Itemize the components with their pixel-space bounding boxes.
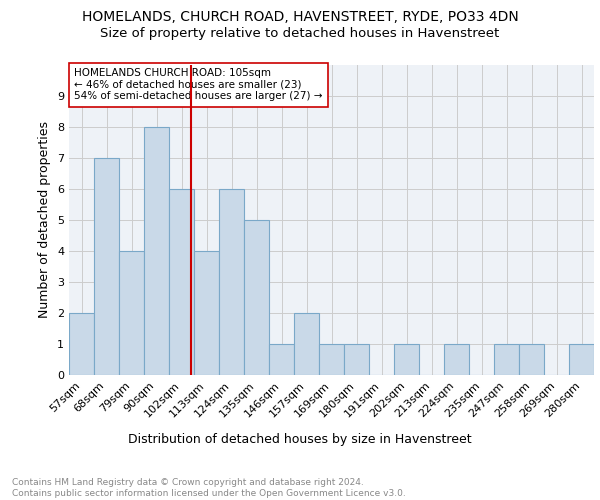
- Bar: [194, 251, 219, 375]
- Text: Distribution of detached houses by size in Havenstreet: Distribution of detached houses by size …: [128, 432, 472, 446]
- Bar: [169, 189, 194, 375]
- Bar: [144, 127, 169, 375]
- Text: HOMELANDS CHURCH ROAD: 105sqm
← 46% of detached houses are smaller (23)
54% of s: HOMELANDS CHURCH ROAD: 105sqm ← 46% of d…: [74, 68, 323, 102]
- Bar: [269, 344, 294, 375]
- Bar: [394, 344, 419, 375]
- Bar: [244, 220, 269, 375]
- Text: Size of property relative to detached houses in Havenstreet: Size of property relative to detached ho…: [100, 28, 500, 40]
- Bar: [294, 313, 319, 375]
- Bar: [94, 158, 119, 375]
- Y-axis label: Number of detached properties: Number of detached properties: [38, 122, 52, 318]
- Bar: [119, 251, 144, 375]
- Bar: [69, 313, 94, 375]
- Bar: [344, 344, 369, 375]
- Bar: [319, 344, 344, 375]
- Bar: [494, 344, 519, 375]
- Bar: [444, 344, 469, 375]
- Text: Contains HM Land Registry data © Crown copyright and database right 2024.
Contai: Contains HM Land Registry data © Crown c…: [12, 478, 406, 498]
- Bar: [519, 344, 544, 375]
- Bar: [569, 344, 594, 375]
- Text: HOMELANDS, CHURCH ROAD, HAVENSTREET, RYDE, PO33 4DN: HOMELANDS, CHURCH ROAD, HAVENSTREET, RYD…: [82, 10, 518, 24]
- Bar: [219, 189, 244, 375]
